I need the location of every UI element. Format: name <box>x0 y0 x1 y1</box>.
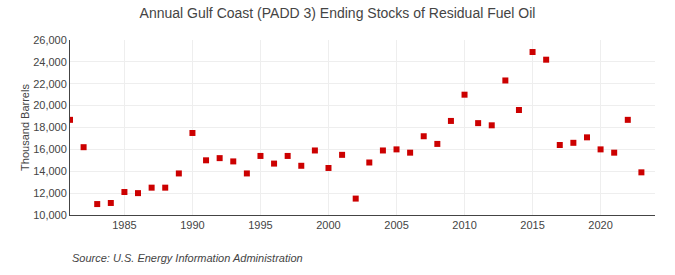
svg-text:18,000: 18,000 <box>33 121 67 133</box>
svg-text:1990: 1990 <box>180 219 204 231</box>
svg-text:1985: 1985 <box>112 219 136 231</box>
svg-text:10,000: 10,000 <box>33 209 67 221</box>
svg-text:2020: 2020 <box>588 219 612 231</box>
svg-text:26,000: 26,000 <box>33 34 67 46</box>
svg-text:2005: 2005 <box>384 219 408 231</box>
svg-text:Annual Gulf Coast (PADD 3) End: Annual Gulf Coast (PADD 3) Ending Stocks… <box>140 5 536 21</box>
svg-text:1995: 1995 <box>248 219 272 231</box>
svg-text:2010: 2010 <box>452 219 476 231</box>
svg-text:24,000: 24,000 <box>33 56 67 68</box>
svg-text:Thousand Barrels: Thousand Barrels <box>19 84 31 171</box>
svg-text:14,000: 14,000 <box>33 165 67 177</box>
svg-text:22,000: 22,000 <box>33 78 67 90</box>
svg-text:Source: U.S. Energy Informatio: Source: U.S. Energy Information Administ… <box>72 252 303 264</box>
svg-text:20,000: 20,000 <box>33 99 67 111</box>
svg-text:2015: 2015 <box>520 219 544 231</box>
svg-text:2000: 2000 <box>316 219 340 231</box>
svg-text:12,000: 12,000 <box>33 187 67 199</box>
svg-text:16,000: 16,000 <box>33 143 67 155</box>
